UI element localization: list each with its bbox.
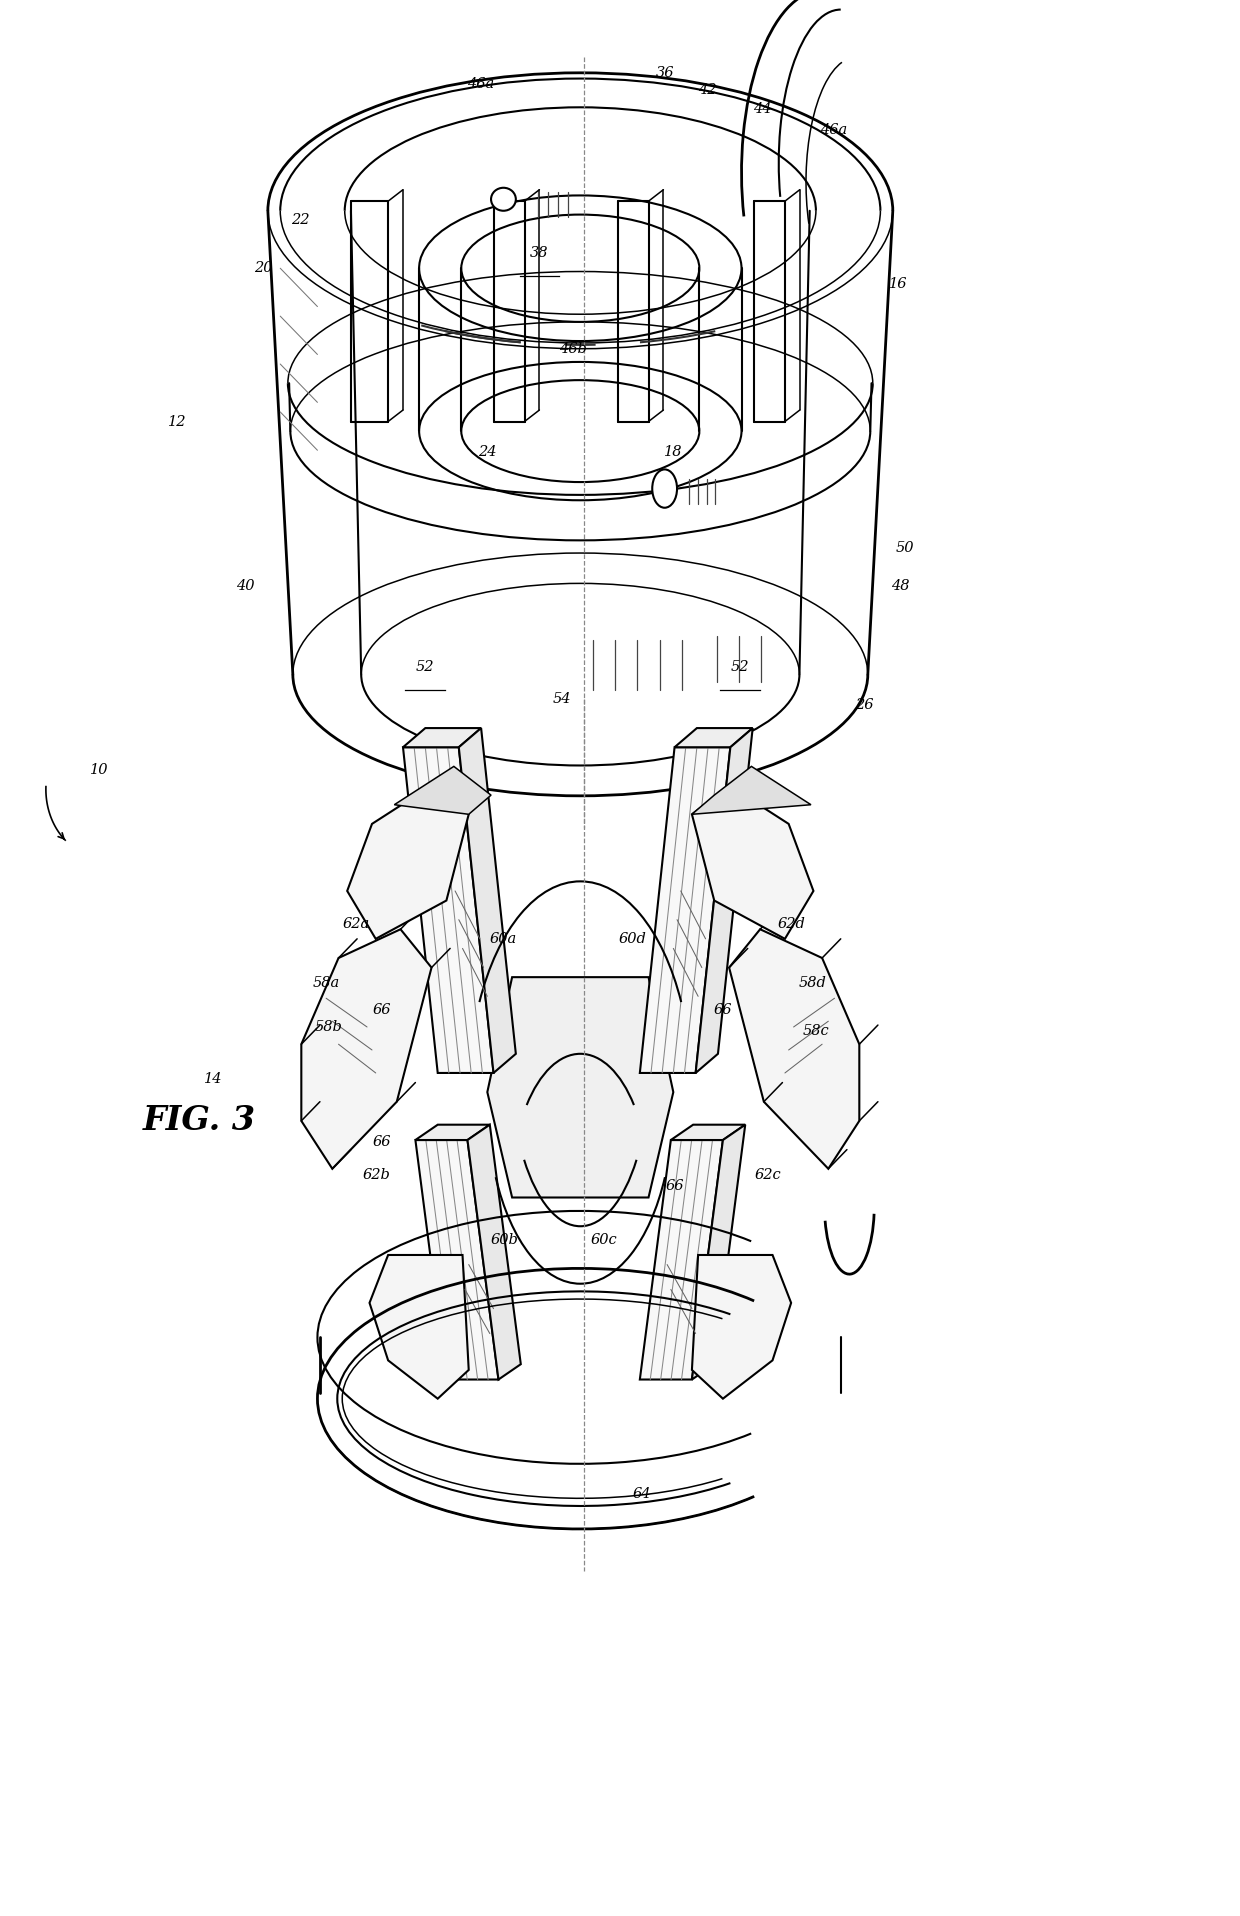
Polygon shape: [696, 728, 753, 1073]
Text: 66: 66: [714, 1002, 732, 1017]
Text: 46a: 46a: [820, 123, 847, 138]
Text: 66: 66: [373, 1002, 391, 1017]
Text: 18: 18: [665, 445, 682, 460]
Text: 46a: 46a: [467, 77, 495, 92]
Text: 40: 40: [237, 579, 254, 594]
Text: 50: 50: [897, 540, 914, 556]
Ellipse shape: [491, 188, 516, 211]
Text: 44: 44: [754, 102, 771, 117]
Text: 12: 12: [169, 414, 186, 429]
Text: 60d: 60d: [619, 931, 646, 947]
Polygon shape: [729, 929, 859, 1169]
Text: 10: 10: [91, 763, 108, 778]
Circle shape: [652, 469, 677, 508]
Text: 38: 38: [531, 245, 548, 261]
Polygon shape: [692, 786, 813, 939]
Polygon shape: [640, 747, 730, 1073]
Text: 58d: 58d: [799, 975, 826, 991]
Text: 62c: 62c: [754, 1167, 781, 1182]
Text: 26: 26: [856, 697, 873, 713]
Text: 48: 48: [892, 579, 909, 594]
Polygon shape: [671, 1125, 745, 1140]
Polygon shape: [347, 786, 469, 939]
Text: 54: 54: [553, 692, 570, 707]
Text: 52: 52: [417, 659, 434, 674]
Text: 46b: 46b: [559, 341, 587, 356]
Polygon shape: [692, 766, 811, 814]
Text: 66: 66: [373, 1134, 391, 1150]
Text: 58b: 58b: [315, 1019, 342, 1035]
Polygon shape: [370, 1255, 469, 1399]
Text: 24: 24: [479, 445, 496, 460]
Text: 60c: 60c: [590, 1232, 618, 1247]
Text: 66: 66: [666, 1178, 683, 1194]
Text: 52: 52: [732, 659, 749, 674]
Text: 58a: 58a: [312, 975, 340, 991]
Text: 60b: 60b: [491, 1232, 518, 1247]
Text: 16: 16: [889, 276, 906, 291]
Polygon shape: [692, 1125, 745, 1380]
Text: 14: 14: [205, 1071, 222, 1086]
Polygon shape: [692, 1255, 791, 1399]
Polygon shape: [394, 766, 491, 814]
Text: 64: 64: [634, 1487, 651, 1502]
Polygon shape: [403, 747, 494, 1073]
Polygon shape: [675, 728, 753, 747]
Text: FIG. 3: FIG. 3: [143, 1104, 255, 1138]
Text: 62d: 62d: [777, 916, 805, 931]
Text: 36: 36: [656, 65, 673, 80]
Polygon shape: [301, 929, 432, 1169]
Polygon shape: [640, 1140, 723, 1380]
Polygon shape: [467, 1125, 521, 1380]
Polygon shape: [403, 728, 481, 747]
Polygon shape: [415, 1125, 490, 1140]
Text: 42: 42: [698, 82, 715, 98]
Polygon shape: [415, 1140, 498, 1380]
Text: 62a: 62a: [342, 916, 370, 931]
Text: 62b: 62b: [363, 1167, 391, 1182]
Polygon shape: [459, 728, 516, 1073]
Text: 60a: 60a: [490, 931, 517, 947]
Text: 58c: 58c: [802, 1023, 830, 1038]
Polygon shape: [487, 977, 673, 1198]
Text: 22: 22: [291, 213, 309, 228]
Text: 20: 20: [254, 261, 272, 276]
